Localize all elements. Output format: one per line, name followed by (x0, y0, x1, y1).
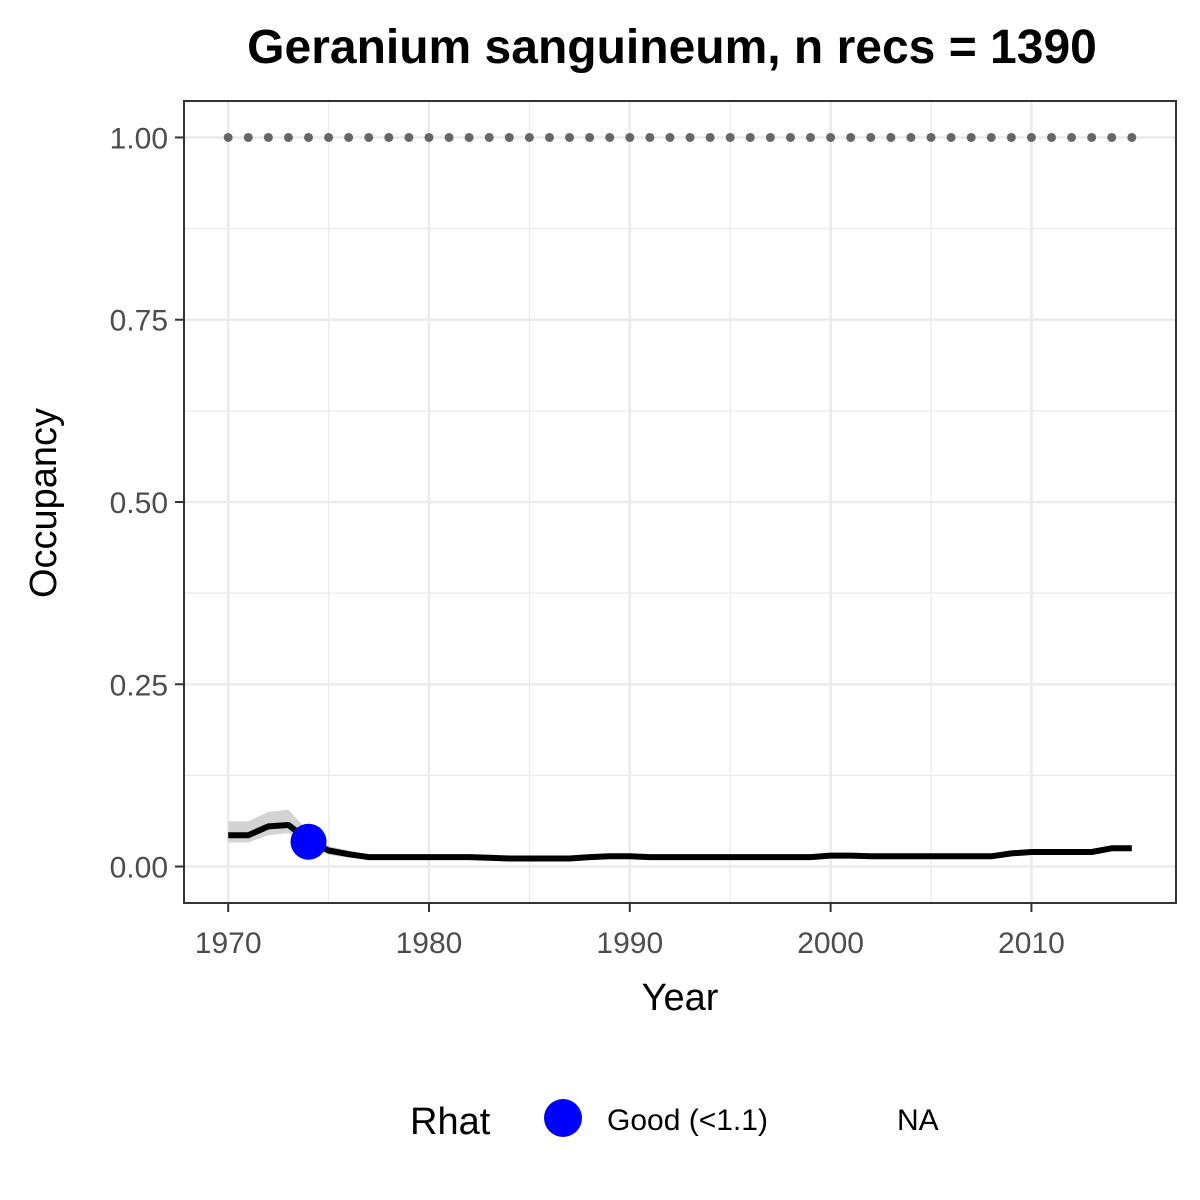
reference-point (886, 132, 896, 142)
reference-point (404, 132, 414, 142)
chart-title: Geranium sanguineum, n recs = 1390 (247, 21, 1097, 74)
reference-point (304, 132, 314, 142)
reference-point (826, 132, 836, 142)
reference-point (384, 132, 394, 142)
legend: Rhat Good (<1.1) NA (410, 1099, 939, 1143)
reference-point (444, 132, 454, 142)
confidence-ribbon (228, 809, 1132, 860)
reference-point (544, 132, 554, 142)
reference-point (464, 132, 474, 142)
reference-point (1107, 132, 1117, 142)
reference-point (1127, 132, 1137, 142)
reference-point (484, 132, 494, 142)
reference-point (785, 132, 795, 142)
reference-point (565, 132, 575, 142)
y-tick-label: 0.25 (110, 669, 168, 702)
x-tick-label: 2000 (797, 927, 864, 960)
reference-point (585, 132, 595, 142)
reference-point (223, 132, 233, 142)
reference-point (324, 132, 334, 142)
reference-point (846, 132, 856, 142)
reference-point (1006, 132, 1016, 142)
reference-point (263, 132, 273, 142)
reference-point (625, 132, 635, 142)
legend-title: Rhat (410, 1101, 491, 1143)
reference-point (524, 132, 534, 142)
reference-point (364, 132, 374, 142)
y-axis-title: Occupancy (23, 408, 65, 598)
reference-point (665, 132, 675, 142)
x-tick-label: 1970 (195, 927, 262, 960)
minor-gridlines (184, 101, 1176, 903)
mean-occupancy-line (228, 822, 1132, 862)
reference-point (344, 132, 354, 142)
rhat-points-layer (290, 823, 327, 860)
reference-point (745, 132, 755, 142)
x-tick-label: 1980 (396, 927, 463, 960)
y-axis-ticks: 0.00 0.25 0.50 0.75 1.00 (110, 122, 184, 885)
x-tick-label: 1990 (596, 927, 663, 960)
reference-point (1067, 132, 1077, 142)
y-tick-label: 1.00 (110, 122, 168, 155)
reference-point (283, 132, 293, 142)
reference-point (946, 132, 956, 142)
reference-point (1087, 132, 1097, 142)
reference-point (986, 132, 996, 142)
x-tick-label: 2010 (998, 927, 1065, 960)
reference-point (926, 132, 936, 142)
reference-point (243, 132, 253, 142)
reference-point (966, 132, 976, 142)
mean-line-layer (228, 822, 1132, 862)
rhat-point (290, 823, 327, 860)
reference-point (705, 132, 715, 142)
confidence-ribbon-layer (228, 809, 1132, 860)
y-tick-label: 0.50 (110, 487, 168, 520)
reference-point (866, 132, 876, 142)
x-axis-title: Year (642, 977, 719, 1019)
reference-point (806, 132, 816, 142)
reference-point (906, 132, 916, 142)
reference-point (685, 132, 695, 142)
y-tick-label: 0.00 (110, 852, 168, 885)
legend-good-marker (544, 1099, 582, 1137)
legend-good-label: Good (<1.1) (607, 1104, 768, 1137)
legend-na-label: NA (897, 1104, 939, 1137)
reference-point (504, 132, 514, 142)
reference-point (725, 132, 735, 142)
reference-point (765, 132, 775, 142)
reference-point (605, 132, 615, 142)
y-tick-label: 0.75 (110, 305, 168, 338)
reference-point (424, 132, 434, 142)
reference-point (1046, 132, 1056, 142)
reference-point (645, 132, 655, 142)
major-gridlines (184, 101, 1176, 903)
x-axis-ticks: 1970 1980 1990 2000 2010 (195, 903, 1065, 960)
reference-points-layer (223, 132, 1137, 142)
reference-point (1026, 132, 1036, 142)
